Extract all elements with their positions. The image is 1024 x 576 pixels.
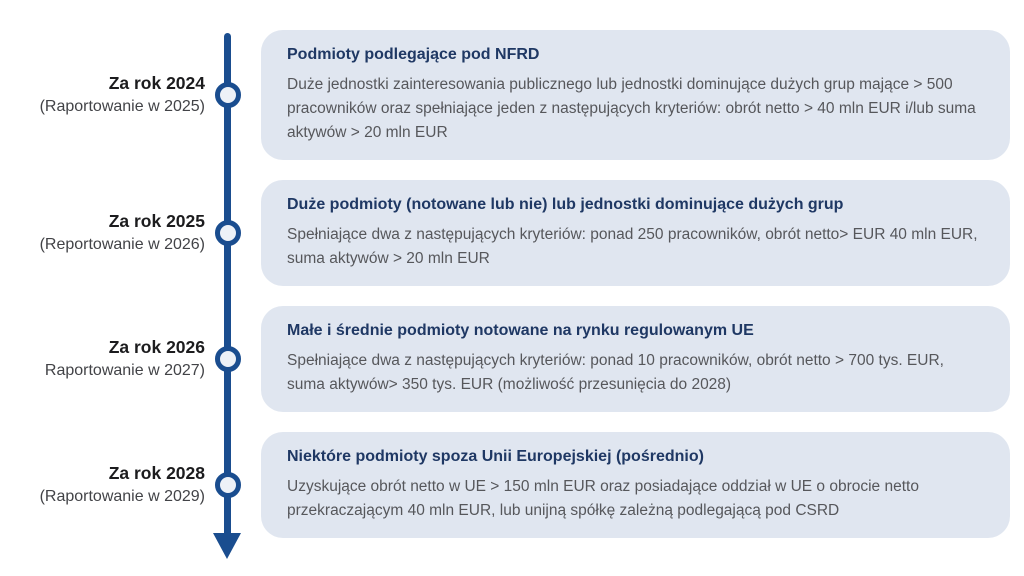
card-body: Uzyskujące obrót netto w UE > 150 mln EU… (287, 477, 919, 519)
year-label: Za rok 2026 (108, 337, 205, 358)
timeline-row-2028: Za rok 2028 (Raportowanie w 2029) Niektó… (0, 431, 1024, 538)
timeline-axis-line (224, 33, 231, 534)
timeline-node-icon (215, 82, 241, 109)
year-label: Za rok 2025 (108, 211, 205, 232)
arrow-down-icon (213, 533, 241, 559)
reporting-label: (Raportowanie w 2025) (39, 98, 205, 116)
info-card-2025: Duże podmioty (notowane lub nie) lub jed… (261, 180, 1010, 287)
reporting-label: (Reportowanie w 2026) (39, 236, 205, 254)
timeline-row-2025: Za rok 2025 (Reportowanie w 2026) Duże p… (0, 180, 1024, 287)
reporting-label: Raportowanie w 2027) (44, 362, 205, 380)
year-label: Za rok 2024 (108, 73, 205, 94)
card-title: Duże podmioty (notowane lub nie) lub jed… (287, 196, 844, 214)
timeline-rows: Za rok 2024 (Raportowanie w 2025) Podmio… (0, 30, 1024, 538)
milestone-label-2028: Za rok 2028 (Raportowanie w 2029) (0, 462, 205, 507)
reporting-label: (Raportowanie w 2029) (39, 487, 205, 505)
timeline-node-icon (215, 346, 241, 373)
info-card-2024: Podmioty podlegające pod NFRD Duże jedno… (261, 30, 1010, 161)
card-body: Spełniające dwa z następujących kryterió… (287, 225, 978, 267)
info-card-2026: Małe i średnie podmioty notowane na rynk… (261, 306, 1010, 412)
card-title: Małe i średnie podmioty notowane na rynk… (287, 322, 754, 340)
year-label: Za rok 2028 (108, 463, 205, 484)
card-title: Niektóre podmioty spoza Unii Europejskie… (287, 447, 704, 465)
timeline-row-2024: Za rok 2024 (Raportowanie w 2025) Podmio… (0, 30, 1024, 161)
info-card-2028: Niektóre podmioty spoza Unii Europejskie… (261, 431, 1010, 538)
milestone-label-2026: Za rok 2026 Raportowanie w 2027) (0, 336, 205, 381)
timeline-row-2026: Za rok 2026 Raportowanie w 2027) Małe i … (0, 306, 1024, 412)
timeline-node-icon (215, 220, 241, 247)
card-title: Podmioty podlegające pod NFRD (287, 46, 540, 63)
timeline-node-icon (215, 471, 241, 498)
milestone-label-2024: Za rok 2024 (Raportowanie w 2025) (0, 72, 205, 117)
card-body: Spełniające dwa z następujących kryterió… (287, 351, 944, 393)
card-body: Duże jednostki zainteresowania publiczne… (287, 75, 976, 141)
milestone-label-2025: Za rok 2025 (Reportowanie w 2026) (0, 210, 205, 255)
